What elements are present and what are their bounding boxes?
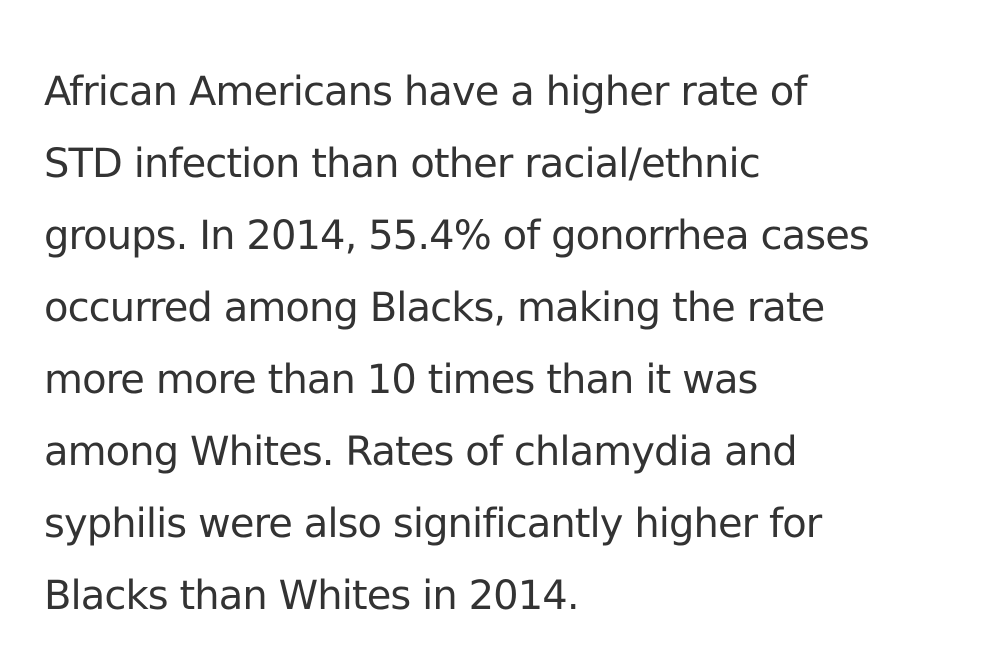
paragraph-line: groups. In 2014, 55.4% of gonorrhea case… [44, 213, 870, 259]
paragraph-line: among Whites. Rates of chlamydia and [44, 429, 798, 475]
paragraph-line: STD infection than other racial/ethnic [44, 141, 761, 187]
paragraph-line: African Americans have a higher rate of [44, 69, 807, 115]
paragraph-line: Blacks than Whites in 2014. [44, 573, 580, 619]
paragraph-line: occurred among Blacks, making the rate [44, 285, 825, 331]
article-paragraph: African Americans have a higher rate of … [44, 56, 974, 632]
paragraph-line: syphilis were also significantly higher … [44, 501, 822, 547]
paragraph-line: more more than 10 times than it was [44, 357, 758, 403]
